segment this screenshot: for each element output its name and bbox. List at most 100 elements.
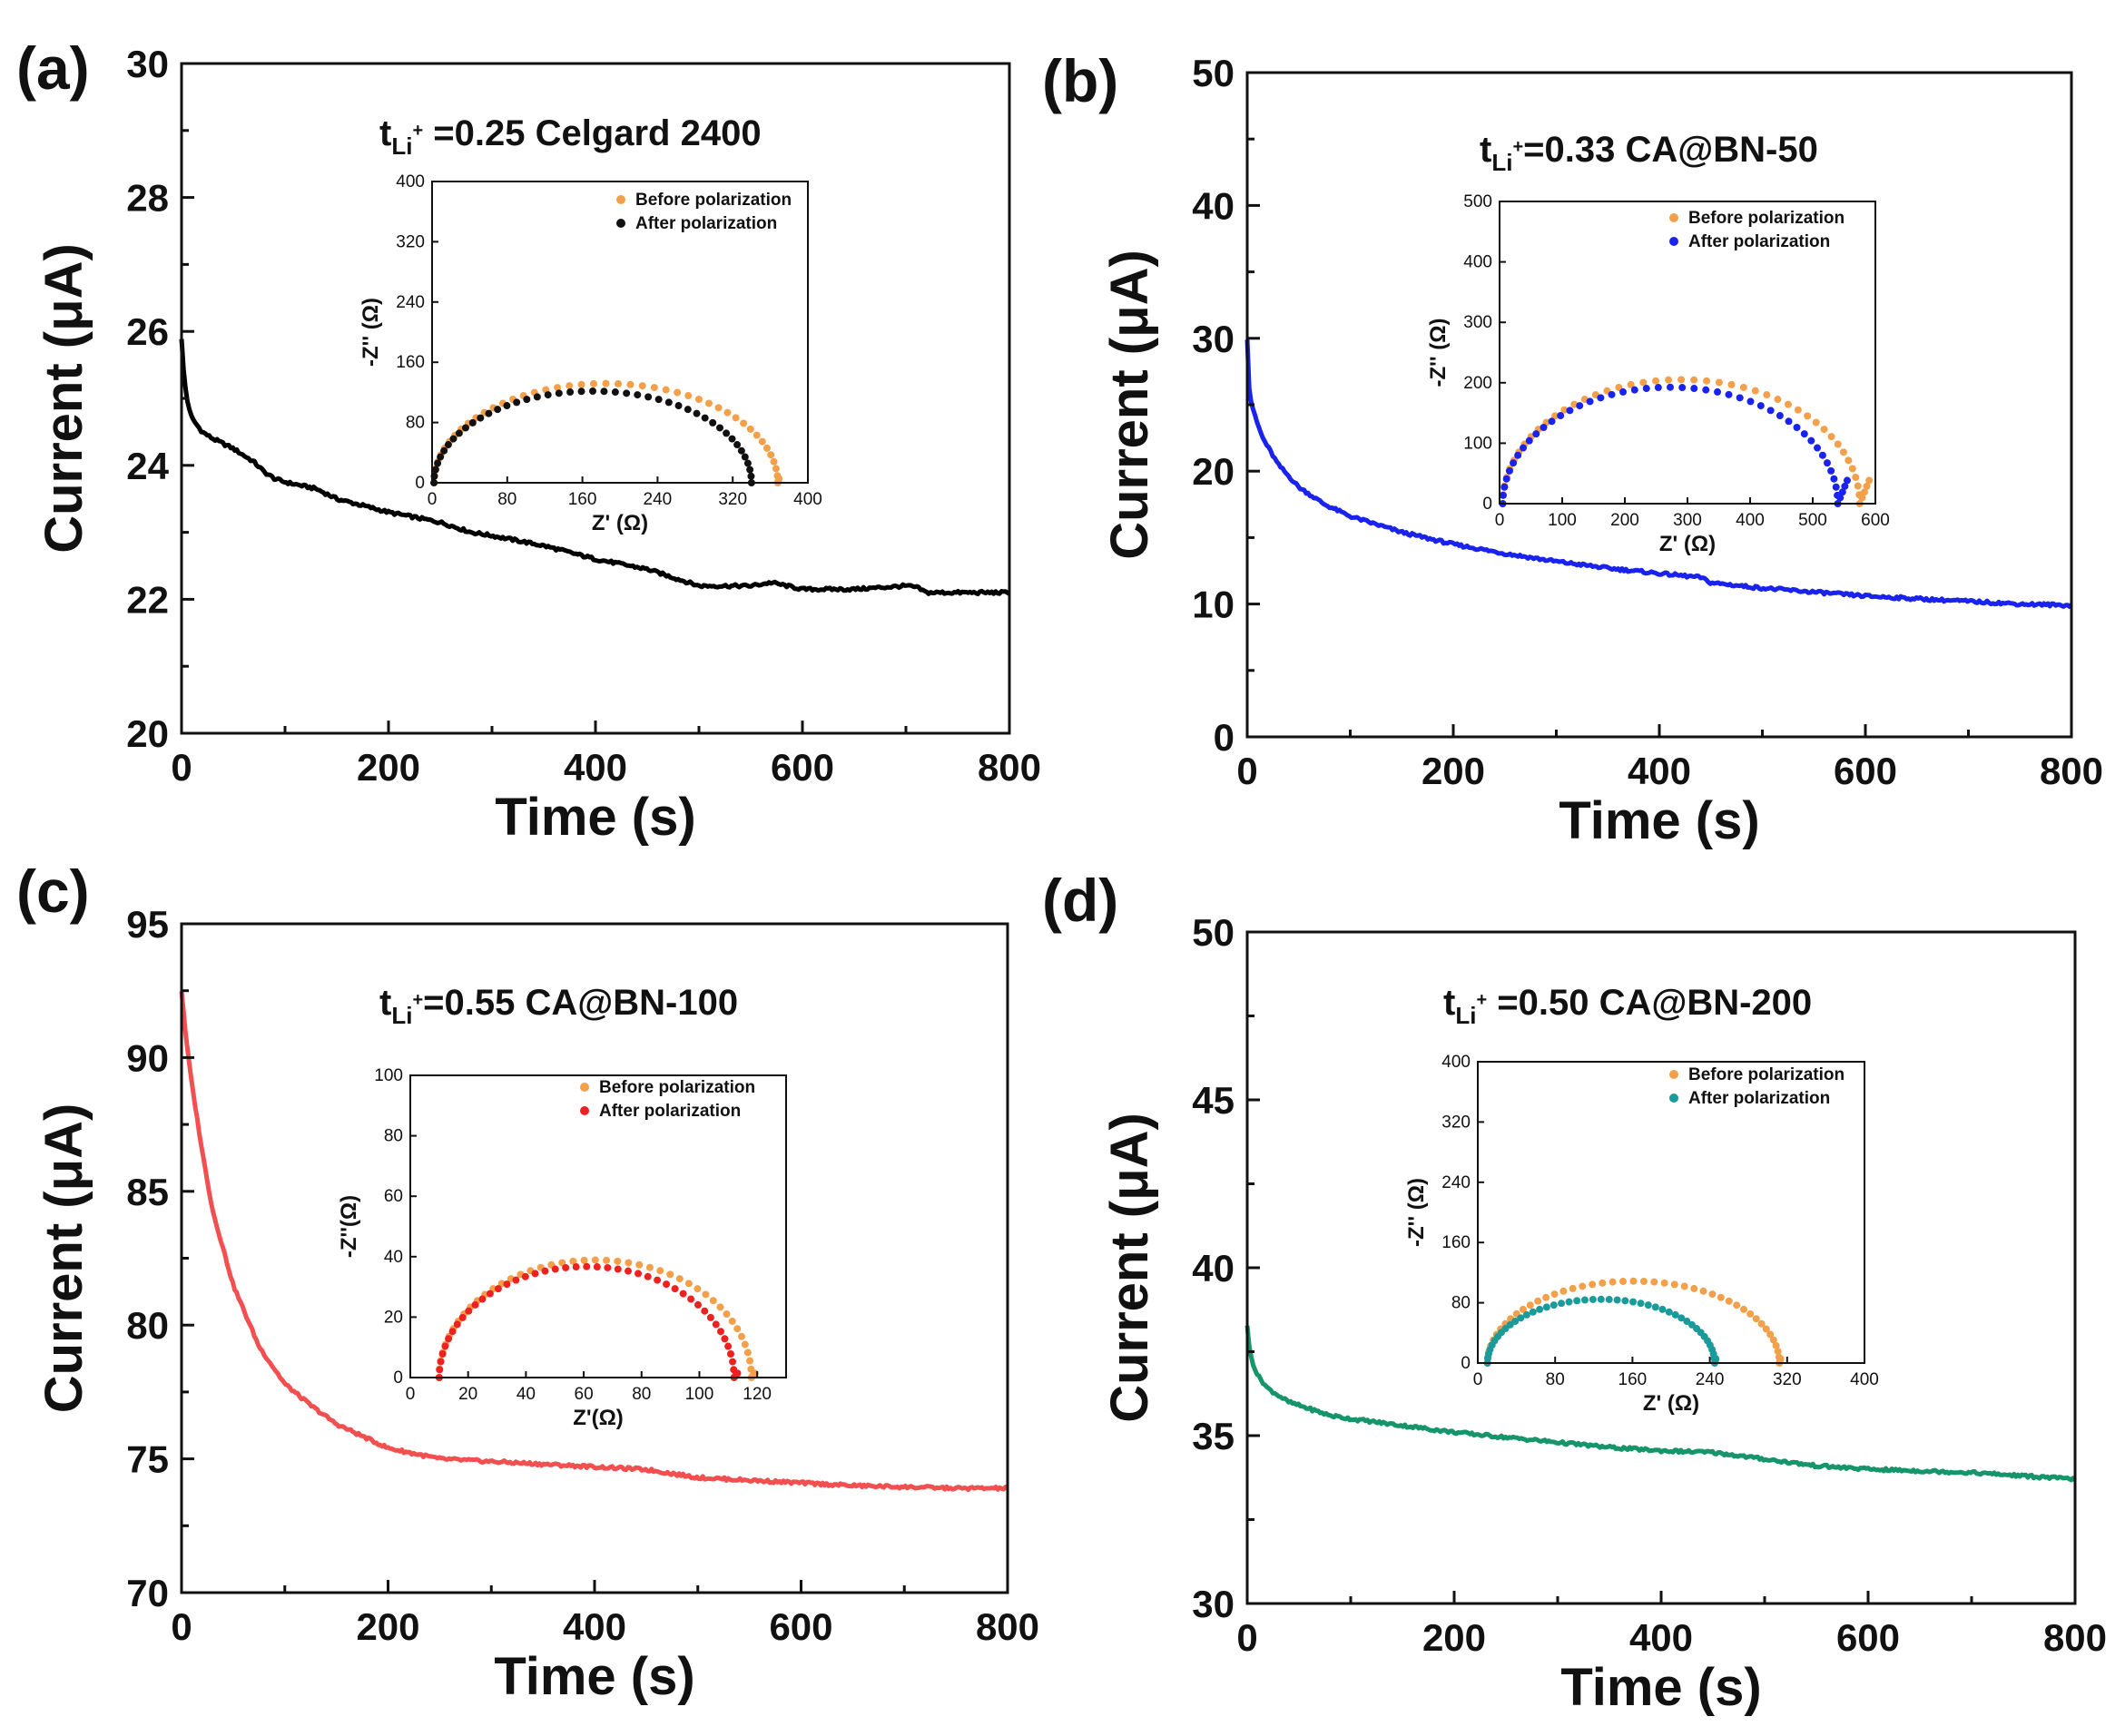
- nyquist-point: [444, 441, 452, 449]
- nyquist-tail-point: [1843, 476, 1851, 485]
- y-axis-title: Current (μA): [1100, 1113, 1159, 1423]
- nyquist-point: [1576, 402, 1584, 410]
- nyquist-point: [1542, 1303, 1550, 1311]
- nyquist-point: [503, 402, 511, 410]
- nyquist-point: [1807, 436, 1815, 445]
- nyquist-point: [600, 387, 608, 396]
- inset-y-tick-label: 160: [1441, 1233, 1471, 1252]
- nyquist-point: [551, 1265, 559, 1273]
- nyquist-point: [461, 424, 469, 432]
- nyquist-point: [1651, 1303, 1659, 1311]
- inset-x-axis-title: Z' (Ω): [1659, 532, 1716, 556]
- nyquist-point: [684, 406, 692, 414]
- nyquist-point: [521, 1272, 529, 1280]
- nyquist-point: [635, 1270, 643, 1278]
- nyquist-point: [662, 386, 670, 394]
- nyquist-point: [593, 1263, 601, 1271]
- nyquist-point: [1558, 1300, 1566, 1308]
- nyquist-point: [674, 402, 683, 410]
- annotation-t: t: [1443, 983, 1455, 1023]
- nyquist-point: [1702, 386, 1710, 394]
- nyquist-point: [1548, 417, 1556, 426]
- nyquist-point: [753, 431, 761, 439]
- nyquist-point: [1597, 1295, 1605, 1303]
- inset-y-tick-label: 400: [1441, 1053, 1471, 1072]
- nyquist-point: [1746, 397, 1755, 406]
- inset-x-tick-label: 80: [632, 1385, 651, 1404]
- nyquist-tail-point: [733, 1369, 742, 1378]
- nyquist-point: [458, 1313, 467, 1321]
- x-tick-label: 600: [769, 1605, 832, 1648]
- x-axis-title: Time (s): [494, 1647, 694, 1706]
- x-axis-title: Time (s): [1560, 1658, 1761, 1717]
- inset-y-tick-label: 400: [1463, 253, 1492, 272]
- nyquist-point: [1699, 1287, 1707, 1295]
- nyquist-point: [1677, 1314, 1686, 1322]
- nyquist-point: [485, 409, 493, 417]
- nyquist-point: [721, 1335, 729, 1343]
- annotation-subscript: Li: [1455, 1002, 1476, 1029]
- nyquist-point: [645, 1263, 654, 1271]
- nyquist-point: [523, 396, 531, 404]
- inset-x-tick-label: 320: [718, 490, 747, 509]
- nyquist-point: [675, 1275, 684, 1283]
- nyquist-point: [728, 435, 736, 443]
- nyquist-point: [1532, 430, 1540, 438]
- nyquist-point: [1499, 491, 1507, 499]
- nyquist-point: [1690, 376, 1698, 384]
- nyquist-point: [684, 1280, 693, 1288]
- nyquist-point: [603, 1256, 611, 1264]
- nyquist-point: [663, 1280, 671, 1289]
- x-tick-label: 800: [978, 746, 1041, 789]
- panel-label: (a): [16, 34, 90, 102]
- legend-marker: [616, 195, 625, 204]
- nyquist-point: [1812, 418, 1820, 427]
- nyquist-point: [1714, 387, 1722, 396]
- nyquist-point: [1746, 1309, 1755, 1318]
- legend-label: After polarization: [635, 214, 777, 233]
- inset-x-tick-label: 0: [1495, 511, 1505, 530]
- nyquist-point: [694, 395, 703, 403]
- nyquist-point: [589, 379, 597, 387]
- inset-x-tick-label: 240: [1696, 1370, 1725, 1389]
- inset-y-axis-title: -Z''(Ω): [337, 1195, 361, 1258]
- nyquist-point: [740, 419, 748, 427]
- nyquist-point: [709, 1297, 717, 1305]
- nyquist-point: [729, 1358, 737, 1366]
- nyquist-point: [1551, 412, 1559, 420]
- nyquist-point: [1630, 386, 1638, 394]
- x-tick-label: 600: [771, 746, 834, 789]
- y-tick-label: 26: [126, 310, 169, 353]
- y-tick-label: 50: [1192, 911, 1235, 954]
- y-tick-label: 80: [126, 1304, 169, 1347]
- nyquist-point: [1559, 1287, 1568, 1295]
- inset-y-tick-label: 300: [1463, 313, 1492, 332]
- annotation-text: =0.25 Celgard 2400: [423, 113, 761, 153]
- nyquist-point: [583, 1262, 591, 1270]
- nyquist-point: [437, 453, 445, 461]
- inset-x-tick-label: 20: [458, 1385, 477, 1404]
- nyquist-point: [732, 414, 740, 422]
- inset-x-axis-title: Z'(Ω): [573, 1406, 624, 1430]
- nyquist-tail-point: [775, 475, 783, 483]
- nyquist-point: [544, 391, 552, 399]
- nyquist-point: [431, 466, 439, 474]
- nyquist-point: [1827, 466, 1835, 475]
- nyquist-point: [1785, 417, 1793, 426]
- legend-label: Before polarization: [599, 1078, 755, 1097]
- nyquist-point: [1804, 412, 1812, 420]
- nyquist-point: [533, 393, 541, 401]
- nyquist-tail-point: [1865, 476, 1874, 485]
- nyquist-point: [650, 384, 658, 392]
- legend-label: Before polarization: [1688, 209, 1845, 228]
- nyquist-point: [1621, 1297, 1629, 1305]
- nyquist-point: [1848, 465, 1856, 473]
- inset-nyquist-plot: 0 80 160 240 320 400 0 80 160 240 320 400 Z' (Ω) -Z''…: [359, 172, 822, 535]
- nyquist-point: [541, 1267, 549, 1275]
- y-tick-label: 85: [126, 1171, 169, 1213]
- nyquist-point: [1529, 1308, 1537, 1316]
- inset-y-tick-label: 20: [384, 1308, 403, 1327]
- nyquist-point: [716, 1303, 724, 1311]
- y-tick-label: 0: [1214, 716, 1235, 759]
